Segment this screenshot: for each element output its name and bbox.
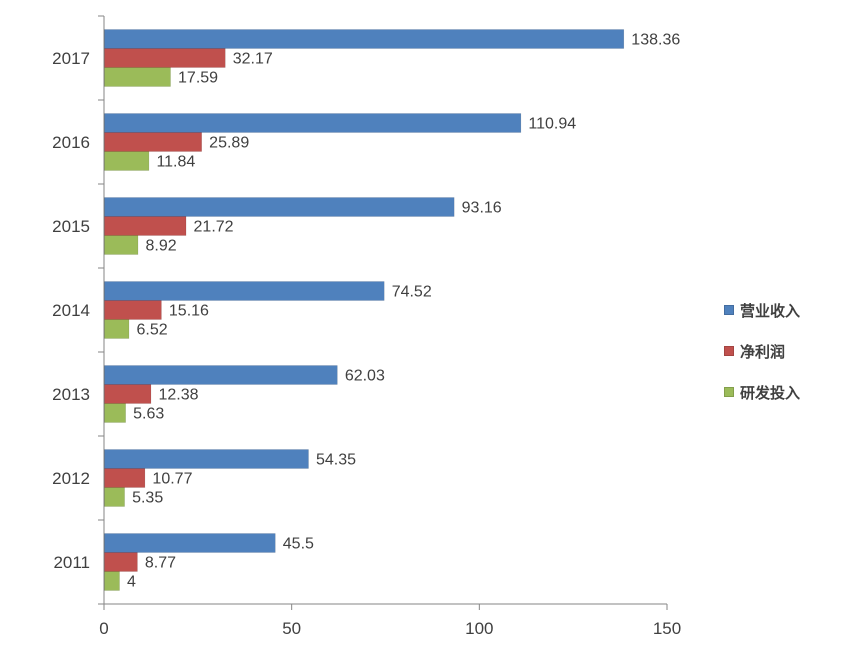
data-label: 8.77: [145, 555, 176, 572]
data-label: 5.35: [132, 490, 163, 507]
legend-label-rd-investment: 研发投入: [740, 383, 801, 402]
y-tick-label: 2012: [52, 469, 90, 488]
bar-2011-series-1: [104, 552, 138, 572]
y-tick-label: 2014: [52, 301, 90, 320]
bar-2015-series-2: [104, 235, 139, 255]
bar-2013-series-2: [104, 403, 126, 423]
bar-2011-series-0: [104, 533, 276, 553]
bar-2016-series-0: [104, 113, 522, 133]
data-label: 32.17: [233, 51, 273, 68]
bar-2016-series-2: [104, 151, 150, 171]
x-tick-label: 0: [99, 619, 108, 638]
bar-2015-series-0: [104, 197, 455, 217]
y-tick-label: 2017: [52, 49, 90, 68]
data-label: 62.03: [345, 368, 385, 385]
data-label: 138.36: [631, 32, 680, 49]
data-label: 15.16: [169, 303, 209, 320]
y-tick-label: 2013: [52, 385, 90, 404]
legend-item-rd-investment: 研发投入: [724, 382, 800, 402]
data-label: 17.59: [178, 70, 218, 87]
legend-swatch-net-profit: [724, 346, 734, 356]
data-label: 10.77: [152, 471, 192, 488]
chart-axes: 0 50 100 150 2011 2012 2013 2014 2015 2016 2017: [52, 15, 681, 638]
x-tick-label: 150: [653, 619, 681, 638]
data-label: 8.92: [145, 238, 176, 255]
bar-2014-series-1: [104, 300, 162, 320]
y-tick-label: 2015: [52, 217, 90, 236]
data-label: 54.35: [316, 452, 356, 469]
legend-swatch-revenue: [724, 305, 734, 315]
bar-2014-series-0: [104, 281, 385, 301]
data-label: 45.5: [283, 536, 314, 553]
data-label: 93.16: [462, 200, 502, 217]
data-label: 11.84: [156, 154, 195, 171]
legend-label-revenue: 营业收入: [740, 301, 801, 320]
data-label: 21.72: [194, 219, 234, 236]
bar-2013-series-1: [104, 384, 152, 404]
y-tick-label: 2011: [53, 553, 90, 572]
chart-legend: 营业收入 净利润 研发投入: [724, 300, 800, 423]
data-label: 5.63: [133, 406, 164, 423]
data-label: 110.94: [528, 116, 576, 133]
bar-2017-series-1: [104, 48, 226, 68]
legend-label-net-profit: 净利润: [740, 342, 786, 361]
data-label: 74.52: [392, 284, 432, 301]
x-tick-label: 100: [465, 619, 493, 638]
bar-2012-series-1: [104, 468, 146, 488]
data-label: 25.89: [209, 135, 249, 152]
bar-2012-series-2: [104, 487, 125, 507]
chart-data-labels: 45.5 8.77 4 54.35 10.77 5.35 62.03 12.38 5.63 74.…: [127, 32, 680, 591]
bar-2015-series-1: [104, 216, 187, 236]
legend-item-revenue: 营业收入: [724, 300, 800, 320]
bar-2011-series-2: [104, 571, 120, 591]
legend-item-net-profit: 净利润: [724, 341, 800, 361]
bar-2016-series-1: [104, 132, 202, 152]
bar-2017-series-0: [104, 29, 625, 49]
x-tick-label: 50: [282, 619, 301, 638]
data-label: 12.38: [158, 387, 198, 404]
legend-swatch-rd-investment: [724, 387, 734, 397]
bar-2014-series-2: [104, 319, 130, 339]
bar-2017-series-2: [104, 67, 171, 87]
y-tick-label: 2016: [52, 133, 90, 152]
data-label: 6.52: [136, 322, 167, 339]
data-label: 4: [127, 574, 136, 591]
chart-bars: [104, 29, 625, 591]
bar-2013-series-0: [104, 365, 338, 385]
bar-2012-series-0: [104, 449, 309, 469]
